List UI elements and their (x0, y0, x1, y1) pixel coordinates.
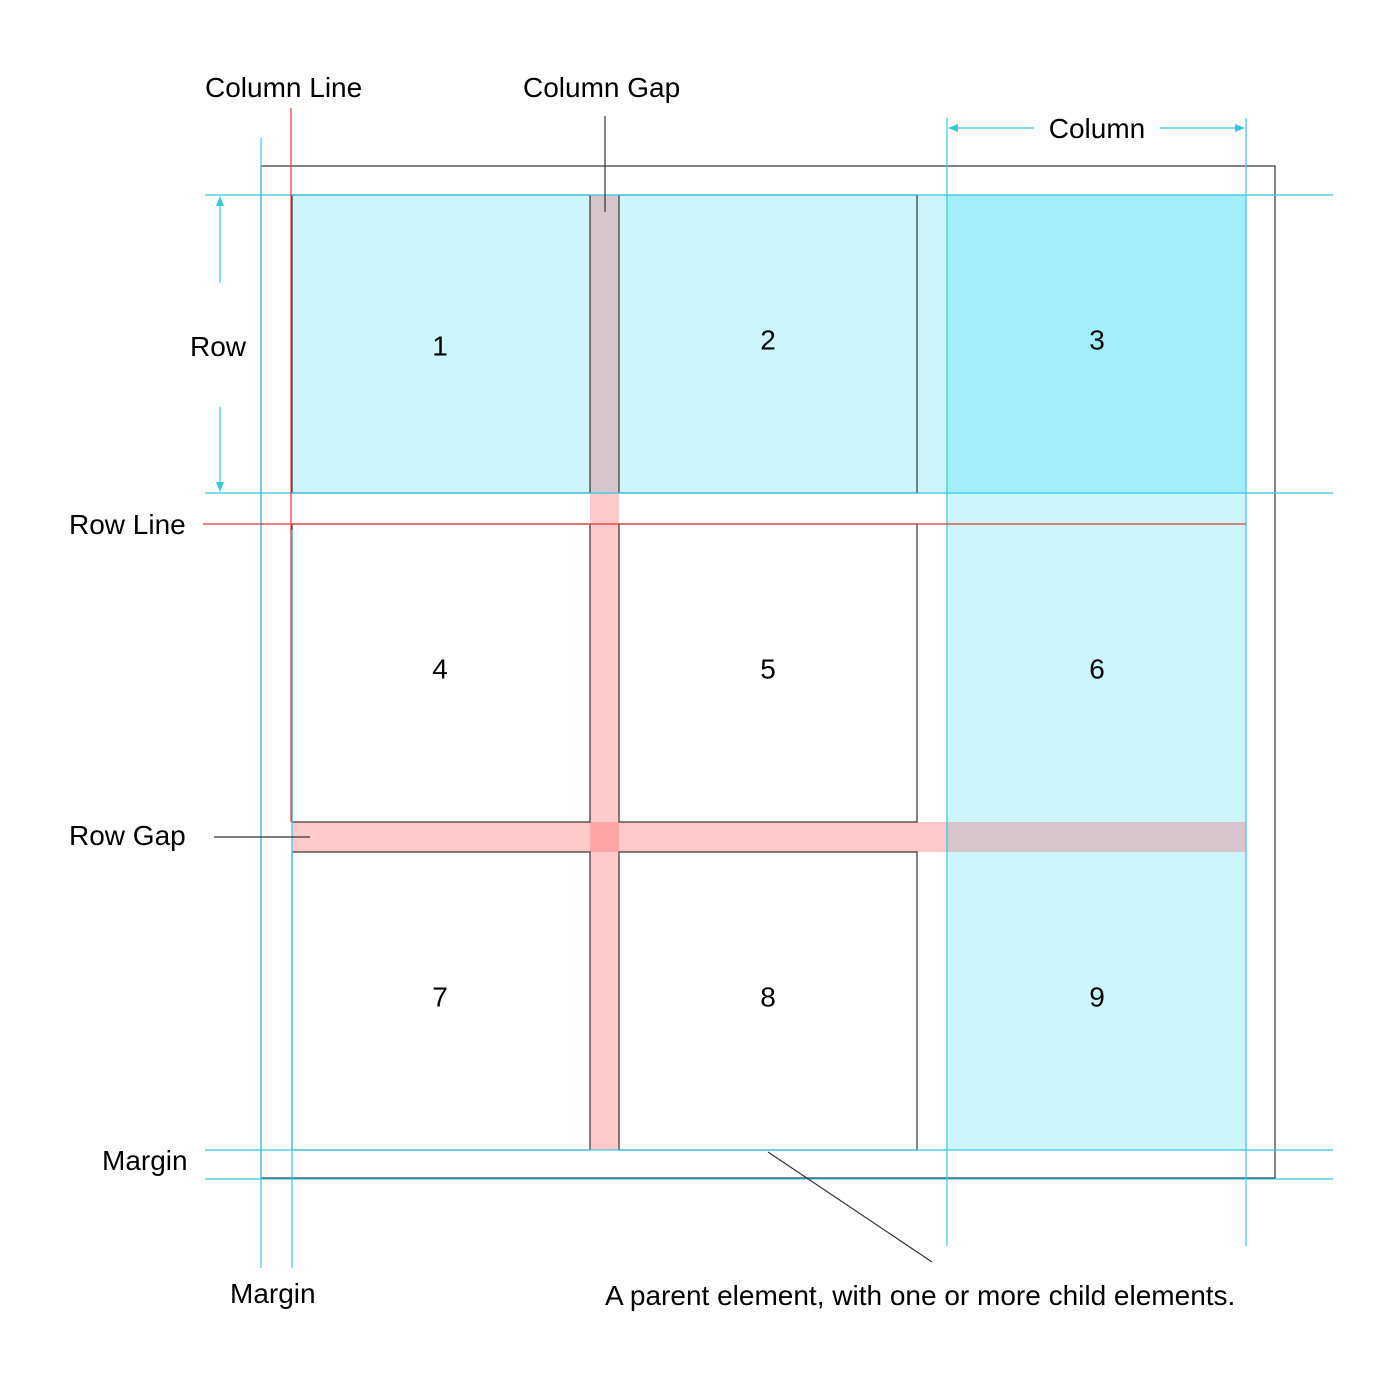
column-gap-label: Column Gap (523, 72, 680, 103)
margin-bottom-label: Margin (102, 1145, 188, 1176)
column-line-label: Column Line (205, 72, 362, 103)
row-label: Row (190, 331, 247, 362)
row-dimension-arrow (216, 196, 224, 492)
red-lines (203, 108, 1246, 822)
column-gap-top-overlap (590, 195, 619, 493)
cell-number-9: 9 (1089, 982, 1105, 1013)
cell-number-7: 7 (432, 982, 448, 1013)
column-gap-fill (590, 493, 619, 1150)
gap-intersection (590, 822, 619, 852)
margin-left-label: Margin (230, 1278, 316, 1309)
cell-number-3: 3 (1089, 325, 1105, 356)
row-gap-column-3-overlap (947, 822, 1246, 852)
column-3-fill (947, 493, 1246, 1150)
column-label: Column (1049, 113, 1145, 144)
cell-number-2: 2 (760, 325, 776, 356)
column-dimension-arrow (948, 124, 1245, 132)
cell-number-5: 5 (760, 654, 776, 685)
guide-lines (205, 118, 1333, 1268)
cell-number-4: 4 (432, 654, 448, 685)
cell-3-fill (947, 195, 1246, 493)
cell-number-6: 6 (1089, 654, 1105, 685)
parent-note-leader (767, 1151, 933, 1263)
leader-lines (214, 116, 933, 1263)
row-gap-fill (292, 822, 947, 852)
row-gap-label: Row Gap (69, 820, 186, 851)
cell-number-8: 8 (760, 982, 776, 1013)
parent-element-note: A parent element, with one or more child… (605, 1280, 1235, 1311)
cell-number-1: 1 (432, 331, 448, 362)
row-line-label: Row Line (69, 509, 186, 540)
